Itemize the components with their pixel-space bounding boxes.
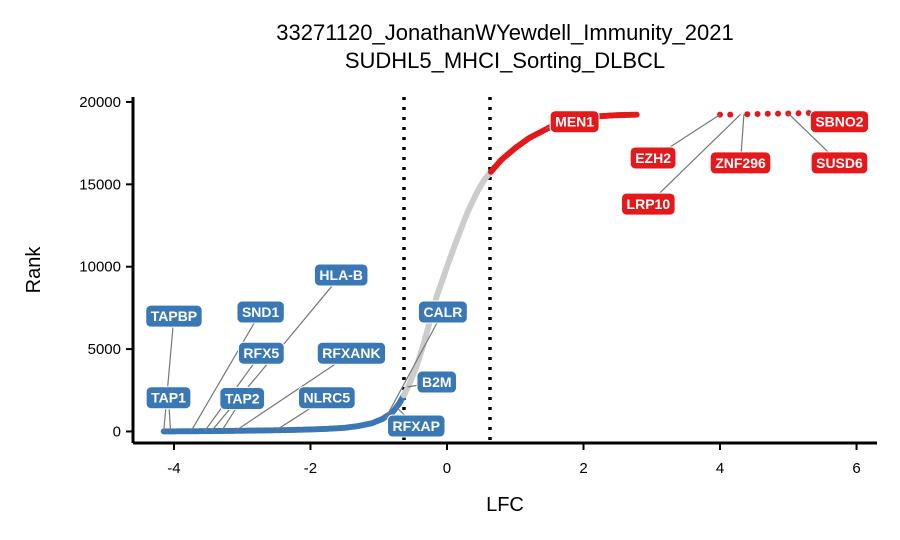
label-text: SBNO2 [815, 114, 863, 130]
x-tick-label: 0 [443, 460, 451, 477]
y-tick-label: 10000 [79, 259, 121, 276]
y-tick-label: 20000 [79, 94, 121, 111]
gene-label-sbno2: SBNO2 [808, 110, 870, 134]
x-tick-label: -2 [304, 460, 317, 477]
label-text: RFX5 [243, 345, 279, 361]
label-box [298, 386, 356, 410]
label-text: SUSD6 [816, 155, 863, 171]
data-point [795, 110, 802, 117]
label-box [810, 151, 869, 175]
label-leader-line [647, 114, 741, 205]
data-point [775, 110, 782, 117]
data-point [764, 110, 771, 117]
label-text: NLRC5 [304, 390, 351, 406]
gene-label-susd6: SUSD6 [787, 113, 869, 175]
y-tick-label: 5000 [88, 341, 121, 358]
gene-label-men1: MEN1 [545, 110, 600, 134]
gene-label-znf296: ZNF296 [709, 114, 772, 175]
y-tick-label: 15000 [79, 176, 121, 193]
gene-label-tapbp: TAPBP [145, 304, 203, 432]
label-text: MEN1 [555, 114, 594, 130]
threshold-lines [402, 97, 492, 443]
gene-label-lrp10: LRP10 [621, 114, 741, 216]
x-tick-label: -4 [167, 460, 180, 477]
label-text: HLA-B [319, 267, 363, 283]
data-point [754, 110, 761, 117]
label-box [621, 192, 676, 216]
label-box [709, 151, 772, 175]
label-box [549, 110, 600, 134]
label-box [313, 263, 369, 287]
label-text: TAPBP [151, 308, 197, 324]
gene-label-rfxank: RFXANK [235, 341, 387, 432]
label-text: ZNF296 [715, 155, 766, 171]
label-box [219, 387, 266, 411]
y-axis-title: Rank [23, 246, 45, 294]
x-tick-label: 2 [579, 460, 587, 477]
label-box [629, 146, 677, 170]
label-text: RFXAP [393, 418, 440, 434]
label-leader-line [235, 352, 352, 432]
label-text: CALR [423, 304, 462, 320]
gene-label-nlrc5: NLRC5 [276, 386, 356, 431]
label-text: EZH2 [635, 150, 671, 166]
chart-title-line-1: 33271120_JonathanWYewdell_Immunity_2021 [276, 20, 733, 45]
x-tick-label: 4 [716, 460, 724, 477]
x-axis-title: LFC [486, 494, 524, 516]
gene-label-rfx5: RFX5 [204, 341, 285, 432]
gene-label-b2m: B2M [407, 370, 458, 394]
data-point [727, 111, 734, 118]
label-box [145, 304, 203, 328]
label-box [237, 341, 285, 365]
label-text: TAP2 [225, 391, 260, 407]
label-box [809, 110, 870, 134]
label-leader-line [385, 311, 444, 419]
data-point [744, 111, 751, 118]
chart-title-line-2: SUDHL5_MHCI_Sorting_DLBCL [345, 48, 665, 73]
label-text: TAP1 [151, 390, 186, 406]
gene-labels: TAPBP TAP1 SND1 HLA-B RFX5 RFXANK TAP2 NLRC5 CAL… [145, 110, 870, 438]
label-text: LRP10 [627, 196, 671, 212]
label-text: SND1 [242, 304, 280, 320]
y-tick-label: 0 [113, 423, 121, 440]
x-tick-label: 6 [852, 460, 860, 477]
label-box [417, 300, 468, 324]
data-point [633, 111, 640, 118]
label-leader-line [163, 316, 175, 432]
label-box [145, 386, 192, 410]
label-text: B2M [422, 374, 452, 390]
gene-label-snd1: SND1 [190, 300, 285, 432]
label-box [316, 341, 387, 365]
gene-label-tap1: TAP1 [145, 386, 192, 432]
gene-label-rfxap: RFXAP [387, 406, 446, 438]
label-text: RFXANK [322, 345, 380, 361]
label-box [416, 370, 458, 394]
label-box [387, 414, 446, 438]
gene-label-calr: CALR [385, 300, 468, 419]
label-leader-line [190, 311, 262, 432]
axes: -4 -2 0 2 4 6 0 5000 10000 15000 20000 [79, 94, 877, 477]
gene-label-ezh2: EZH2 [629, 114, 721, 170]
gene-label-tap2: TAP2 [219, 387, 266, 432]
label-box [236, 300, 285, 324]
